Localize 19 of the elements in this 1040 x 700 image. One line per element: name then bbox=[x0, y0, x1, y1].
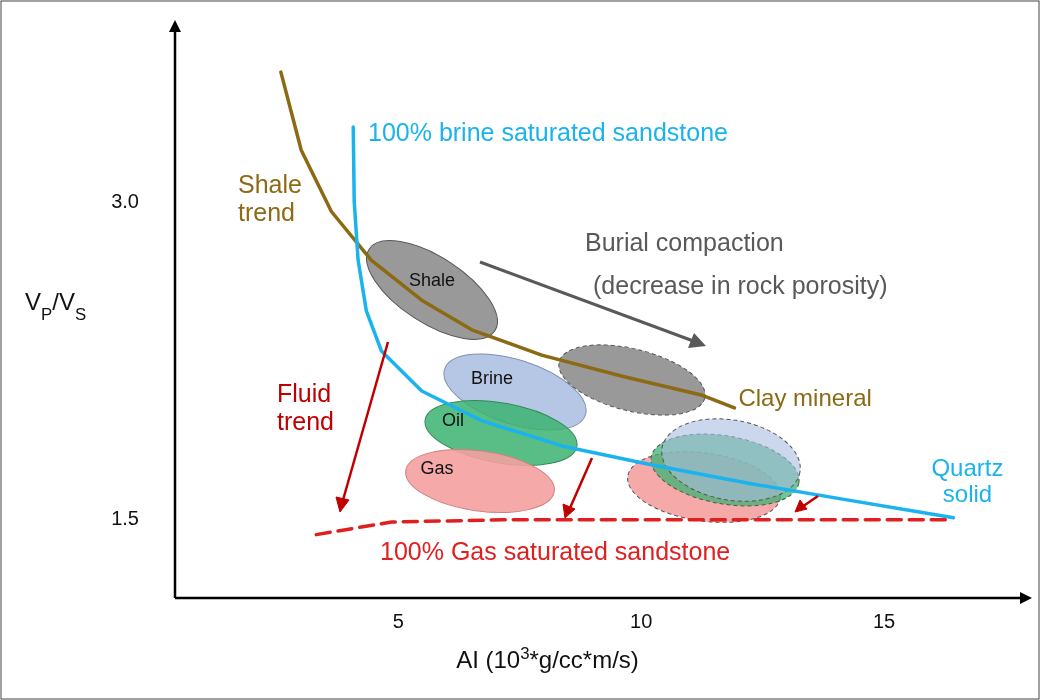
series-label: 100% brine saturated sandstone bbox=[368, 118, 728, 146]
annotation: Fluid trend bbox=[277, 379, 334, 435]
x-tick-label: 5 bbox=[392, 610, 404, 633]
annotation: Shale bbox=[408, 270, 456, 290]
annotation: (decrease in rock porosity) bbox=[593, 271, 888, 299]
y-tick-label: 1.5 bbox=[111, 506, 139, 529]
series-label: Shale trend bbox=[238, 170, 302, 226]
y-tick-label: 3.0 bbox=[111, 190, 139, 213]
x-tick-label: 15 bbox=[872, 610, 896, 633]
annotation: Oil bbox=[442, 410, 464, 430]
annotation: Clay mineral bbox=[738, 383, 872, 411]
annotation: Brine bbox=[470, 368, 514, 388]
annotation: Burial compaction bbox=[585, 228, 784, 256]
annotation: Gas bbox=[420, 458, 454, 478]
annotation: Quartz solid bbox=[931, 453, 1004, 508]
y-axis-title: V$_{P}$/V$_{S}$ bbox=[25, 288, 87, 324]
series-label: 100% Gas saturated sandstone bbox=[380, 537, 731, 565]
x-axis-title: AI (10$^{3}$*g/cc*m/s) bbox=[456, 643, 639, 673]
x-tick-label: 10 bbox=[630, 610, 653, 633]
